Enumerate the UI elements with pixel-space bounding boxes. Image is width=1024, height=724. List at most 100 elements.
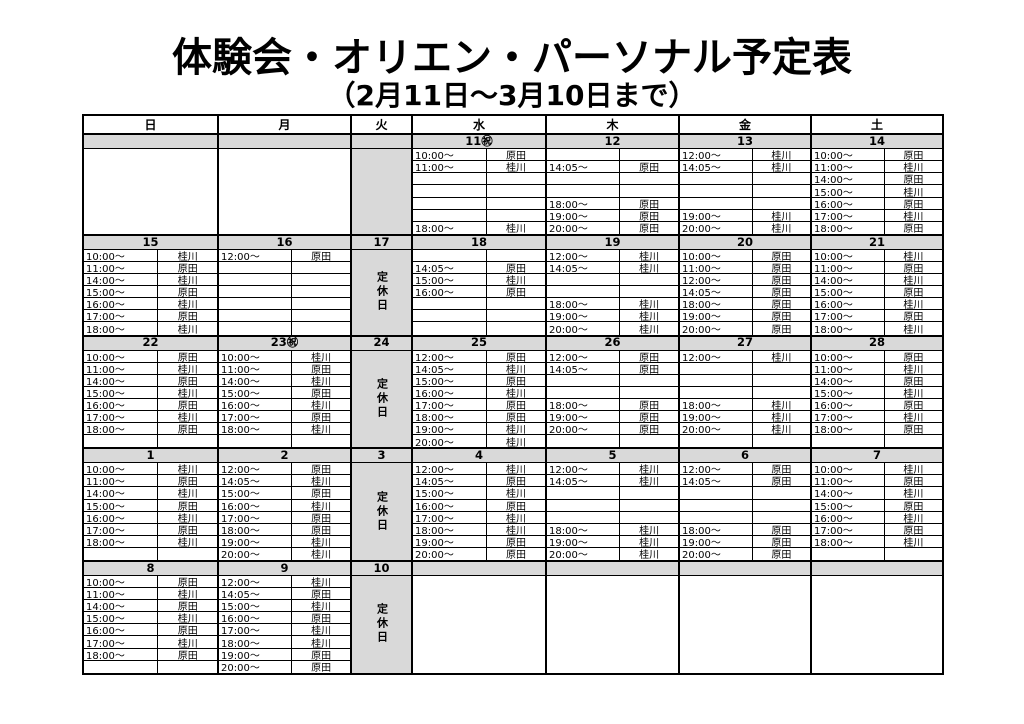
- date-cell: 28: [810, 336, 942, 350]
- slot-time: 19:00～: [680, 310, 753, 322]
- slot-row: [547, 435, 678, 448]
- date-cell: 21: [810, 235, 942, 249]
- slot-name: 桂川: [177, 413, 198, 423]
- slot-time: 12:00～: [219, 249, 293, 261]
- day-cell: 12:00～ 桂川 18:00～ 桂川 19:00～ 桂川 20:00～ 桂川: [678, 350, 810, 448]
- slot-row: [547, 274, 678, 287]
- slot-name: 桂川: [903, 163, 924, 173]
- slot-time: 14:05～: [547, 261, 621, 274]
- slot-time: 18:00～: [680, 398, 753, 410]
- slot-time: [413, 197, 487, 209]
- slot-row: 17:00～ 原田: [812, 523, 942, 536]
- slot-time: 20:00～: [680, 547, 753, 560]
- slot-time: 12:00～: [680, 463, 753, 475]
- slot-name: 桂川: [505, 388, 526, 398]
- slot-time: [547, 435, 621, 448]
- day-cell: 12:00～ 原田 14:05～ 原田 18:00～ 原田 19:00～ 原田 20:00～ 原田: [545, 350, 678, 448]
- slot-name: 桂川: [639, 251, 660, 261]
- slot-name: 原田: [903, 224, 924, 234]
- slot-time: 11:00～: [84, 362, 159, 374]
- slot-name: [292, 274, 350, 285]
- slot-name: 桂川: [311, 578, 332, 588]
- slot-name: 桂川: [903, 211, 924, 221]
- slot-time: 20:00～: [219, 660, 293, 673]
- slot-row: [219, 435, 350, 448]
- date-cell: 9: [217, 562, 350, 575]
- week-body-row: 10:00～ 原田 11:00～ 桂川 14:00～ 原田 15:00～ 桂川 16:00～ 原田…: [84, 350, 942, 450]
- slot-row: [547, 149, 678, 162]
- slot-time: [219, 298, 293, 310]
- slot-time: 15:00～: [812, 386, 885, 398]
- slot-name: 原田: [505, 151, 526, 161]
- slot-name: 桂川: [505, 513, 526, 523]
- slot-row: [219, 261, 350, 275]
- slot-time: 17:00～: [812, 209, 885, 221]
- slot-name: 桂川: [177, 489, 198, 499]
- slot-time: 18:00～: [680, 523, 753, 535]
- slot-name: 桂川: [505, 276, 526, 286]
- slot-time: [547, 173, 621, 185]
- date-cell: 4: [411, 449, 545, 463]
- slot-time: 19:00～: [413, 423, 487, 435]
- slot-row: [812, 435, 942, 448]
- slot-time: 14:00～: [84, 600, 159, 612]
- slot-row: 20:00～ 桂川: [547, 322, 678, 335]
- slot-name: 桂川: [639, 465, 660, 475]
- slot-row: [547, 487, 678, 500]
- day-cell: 10:00～ 原田 11:00～ 桂川 14:00～ 原田 15:00～ 桂川 16:00～ 原田…: [84, 576, 217, 673]
- slot-time: 12:00～: [680, 149, 753, 161]
- slot-time: 20:00～: [680, 423, 753, 435]
- slot-row: 18:00～ 桂川: [219, 423, 350, 436]
- slot-name: [753, 500, 810, 511]
- week-body-row: 10:00～ 原田 11:00～ 桂川 14:00～ 原田 15:00～ 桂川 16:00～ 原田…: [84, 576, 942, 673]
- slot-time: [547, 274, 621, 286]
- slot-row: 19:00～ 原田: [547, 209, 678, 222]
- slot-time: [680, 185, 753, 197]
- slot-row: 16:00～ 原田: [413, 286, 545, 299]
- closed-day-label: 定休日: [375, 271, 389, 314]
- slot-name: 原田: [771, 537, 792, 547]
- slot-time: 20:00～: [219, 547, 293, 560]
- slot-name: 桂川: [311, 626, 332, 636]
- slot-row: 16:00～ 原田: [812, 398, 942, 411]
- slot-time: 14:05～: [547, 362, 621, 374]
- slot-name: 原田: [505, 413, 526, 423]
- slot-time: 18:00～: [84, 322, 159, 335]
- slot-row: 18:00～ 桂川: [413, 221, 545, 234]
- slot-time: 18:00～: [812, 535, 885, 547]
- slot-row: [680, 374, 810, 387]
- slot-time: [413, 185, 487, 197]
- slot-name: 原田: [505, 352, 526, 362]
- slot-time: 15:00～: [413, 487, 487, 499]
- slot-row: 12:00～ 桂川: [547, 463, 678, 476]
- slot-name: 原田: [771, 300, 792, 310]
- slot-row: [413, 185, 545, 198]
- slot-name: 原田: [311, 650, 332, 660]
- slot-time: 15:00～: [219, 487, 293, 499]
- slot-name: 原田: [311, 614, 332, 624]
- slot-row: 10:00～ 原田: [84, 576, 217, 589]
- slot-row: [680, 173, 810, 186]
- day-header-cell: 火: [350, 116, 411, 134]
- slot-row: 16:00～ 桂川: [812, 511, 942, 524]
- day-cell: 12:00～ 原田 14:05～ 原田 18:00～ 原田 19:00～ 原田 20:00～ 原田: [678, 463, 810, 560]
- slot-name: 原田: [903, 199, 924, 209]
- slot-row: 18:00～ 原田: [812, 423, 942, 436]
- closed-day-label: 定休日: [375, 490, 389, 533]
- slot-row: 11:00～ 原田: [84, 261, 217, 275]
- schedule-table: 日月火水木金土 11㊗ 12 13 14 10:00～ 原田 11:00～ 桂川 18:00～ 桂川…: [82, 114, 944, 675]
- slot-row: [680, 185, 810, 198]
- slot-row: 19:00～ 原田: [547, 410, 678, 424]
- slot-time: 15:00～: [812, 286, 885, 298]
- slot-row: 20:00～ 桂川: [413, 435, 545, 448]
- slot-time: 16:00～: [812, 197, 885, 209]
- slot-time: 11:00～: [812, 261, 885, 274]
- date-cell: 23㊗: [217, 336, 350, 350]
- slot-row: 14:05～ 桂川: [680, 161, 810, 174]
- day-cell: 定休日: [350, 576, 411, 673]
- slot-time: [547, 149, 621, 161]
- slot-name: [487, 198, 545, 209]
- slot-time: [413, 209, 487, 221]
- slot-name: [158, 435, 217, 447]
